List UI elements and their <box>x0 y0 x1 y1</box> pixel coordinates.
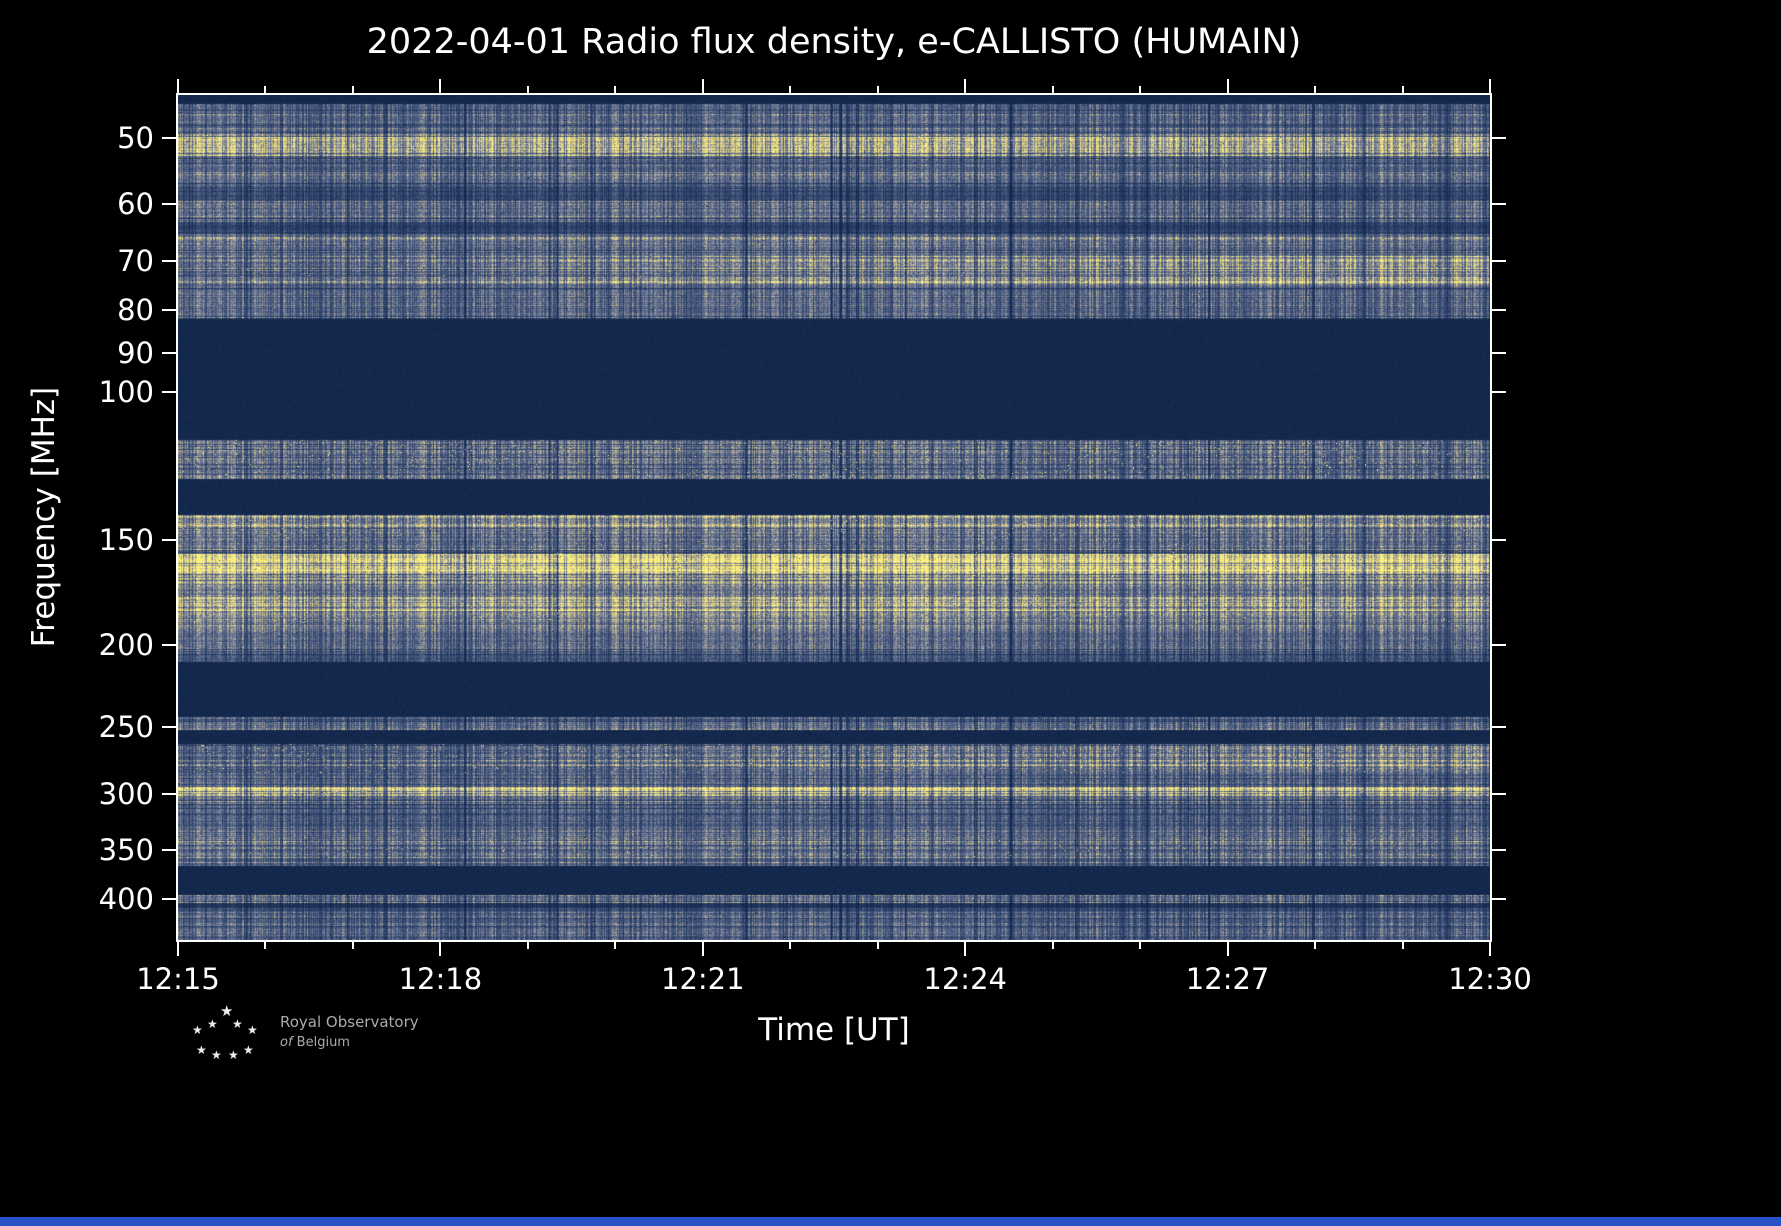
star-icon: ★ <box>192 1023 203 1037</box>
star-icon: ★ <box>232 1017 243 1031</box>
y-tick <box>162 308 176 311</box>
star-icon: ★ <box>211 1048 222 1062</box>
y-tick <box>162 726 176 729</box>
y-tick <box>162 259 176 262</box>
x-tick <box>1226 942 1229 956</box>
x-tick-top <box>1489 79 1491 93</box>
rob-logo-stars: ★ ★ ★ ★ ★ ★ ★ ★ ★ <box>180 1000 265 1062</box>
x-tick-top <box>1226 79 1229 93</box>
rob-logo-line2: of Belgium <box>280 1034 419 1053</box>
rob-logo-line2-prefix: of <box>280 1034 293 1050</box>
bottom-strip <box>0 1217 1781 1226</box>
x-tick-label: 12:27 <box>1185 962 1270 996</box>
star-icon: ★ <box>228 1048 239 1062</box>
x-tick <box>1489 942 1491 956</box>
y-tick-label: 70 <box>117 243 154 278</box>
x-tick <box>351 942 354 949</box>
y-tick-label: 90 <box>117 335 154 370</box>
x-tick-top <box>701 79 704 93</box>
x-tick-top <box>1051 86 1054 93</box>
y-tick-label: 350 <box>98 833 154 868</box>
y-tick <box>162 792 176 795</box>
y-tick-right <box>1492 898 1506 901</box>
y-tick-right <box>1492 308 1506 311</box>
x-tick-top <box>1314 86 1317 93</box>
y-tick-right <box>1492 390 1506 393</box>
x-tick <box>264 942 267 949</box>
y-tick-label: 300 <box>98 776 154 811</box>
x-tick <box>701 942 704 956</box>
chart-title: 2022-04-01 Radio flux density, e-CALLIST… <box>366 22 1302 62</box>
y-tick <box>162 136 176 139</box>
x-tick <box>614 942 617 949</box>
y-tick <box>162 898 176 901</box>
x-tick <box>1139 942 1142 949</box>
y-tick-right <box>1492 259 1506 262</box>
x-tick-top <box>876 86 879 93</box>
x-tick <box>177 942 179 956</box>
y-tick-right <box>1492 644 1506 647</box>
star-icon: ★ <box>243 1043 254 1057</box>
x-tick-top <box>264 86 267 93</box>
y-tick-label: 150 <box>98 523 154 558</box>
y-tick-label: 50 <box>117 120 154 155</box>
x-tick <box>1051 942 1054 949</box>
star-icon: ★ <box>220 1002 234 1020</box>
x-tick-top <box>1401 86 1404 93</box>
y-tick-right <box>1492 849 1506 852</box>
x-tick <box>1401 942 1404 949</box>
x-tick <box>526 942 529 949</box>
y-tick <box>162 849 176 852</box>
x-tick-top <box>439 79 442 93</box>
x-tick-top <box>526 86 529 93</box>
y-tick <box>162 644 176 647</box>
x-tick-label: 12:30 <box>1448 962 1532 996</box>
y-tick-label: 400 <box>98 882 154 917</box>
star-icon: ★ <box>207 1017 218 1031</box>
y-tick <box>162 539 176 542</box>
x-tick <box>964 942 967 956</box>
y-tick-right <box>1492 351 1506 354</box>
x-tick-top <box>351 86 354 93</box>
y-tick <box>162 351 176 354</box>
x-tick <box>876 942 879 949</box>
x-tick-label: 12:18 <box>398 962 483 996</box>
x-tick-label: 12:15 <box>136 962 220 996</box>
y-tick-label: 80 <box>117 292 154 327</box>
rob-logo-line1: Royal Observatory <box>280 1013 419 1031</box>
y-tick <box>162 203 176 206</box>
y-tick-right <box>1492 203 1506 206</box>
x-tick-top <box>1139 86 1142 93</box>
x-tick-top <box>177 79 179 93</box>
y-tick-label: 60 <box>117 187 154 222</box>
spectrogram-canvas <box>178 95 1490 940</box>
x-tick-top <box>614 86 617 93</box>
x-tick-top <box>789 86 792 93</box>
y-tick-right <box>1492 136 1506 139</box>
star-icon: ★ <box>196 1043 207 1057</box>
x-tick-label: 12:24 <box>923 962 1007 996</box>
y-axis-label: Frequency [MHz] <box>26 386 62 648</box>
x-axis-label: Time [UT] <box>758 1012 910 1048</box>
x-tick <box>1314 942 1317 949</box>
x-tick-top <box>964 79 967 93</box>
y-tick <box>162 390 176 393</box>
y-tick-right <box>1492 726 1506 729</box>
y-tick-label: 200 <box>98 628 154 663</box>
y-tick-label: 250 <box>98 710 154 745</box>
x-tick-label: 12:21 <box>661 962 745 996</box>
plot-frame <box>176 93 1492 942</box>
rob-logo-text: Royal Observatory of Belgium <box>280 1012 419 1053</box>
star-icon: ★ <box>247 1023 258 1037</box>
rob-logo-line2-main: Belgium <box>296 1034 350 1050</box>
y-tick-label: 100 <box>98 374 154 409</box>
y-tick-right <box>1492 792 1506 795</box>
y-tick-right <box>1492 539 1506 542</box>
x-tick <box>439 942 442 956</box>
x-tick <box>789 942 792 949</box>
rob-logo: ★ ★ ★ ★ ★ ★ ★ ★ ★ Royal Observatory of Belgium <box>180 1000 600 1070</box>
